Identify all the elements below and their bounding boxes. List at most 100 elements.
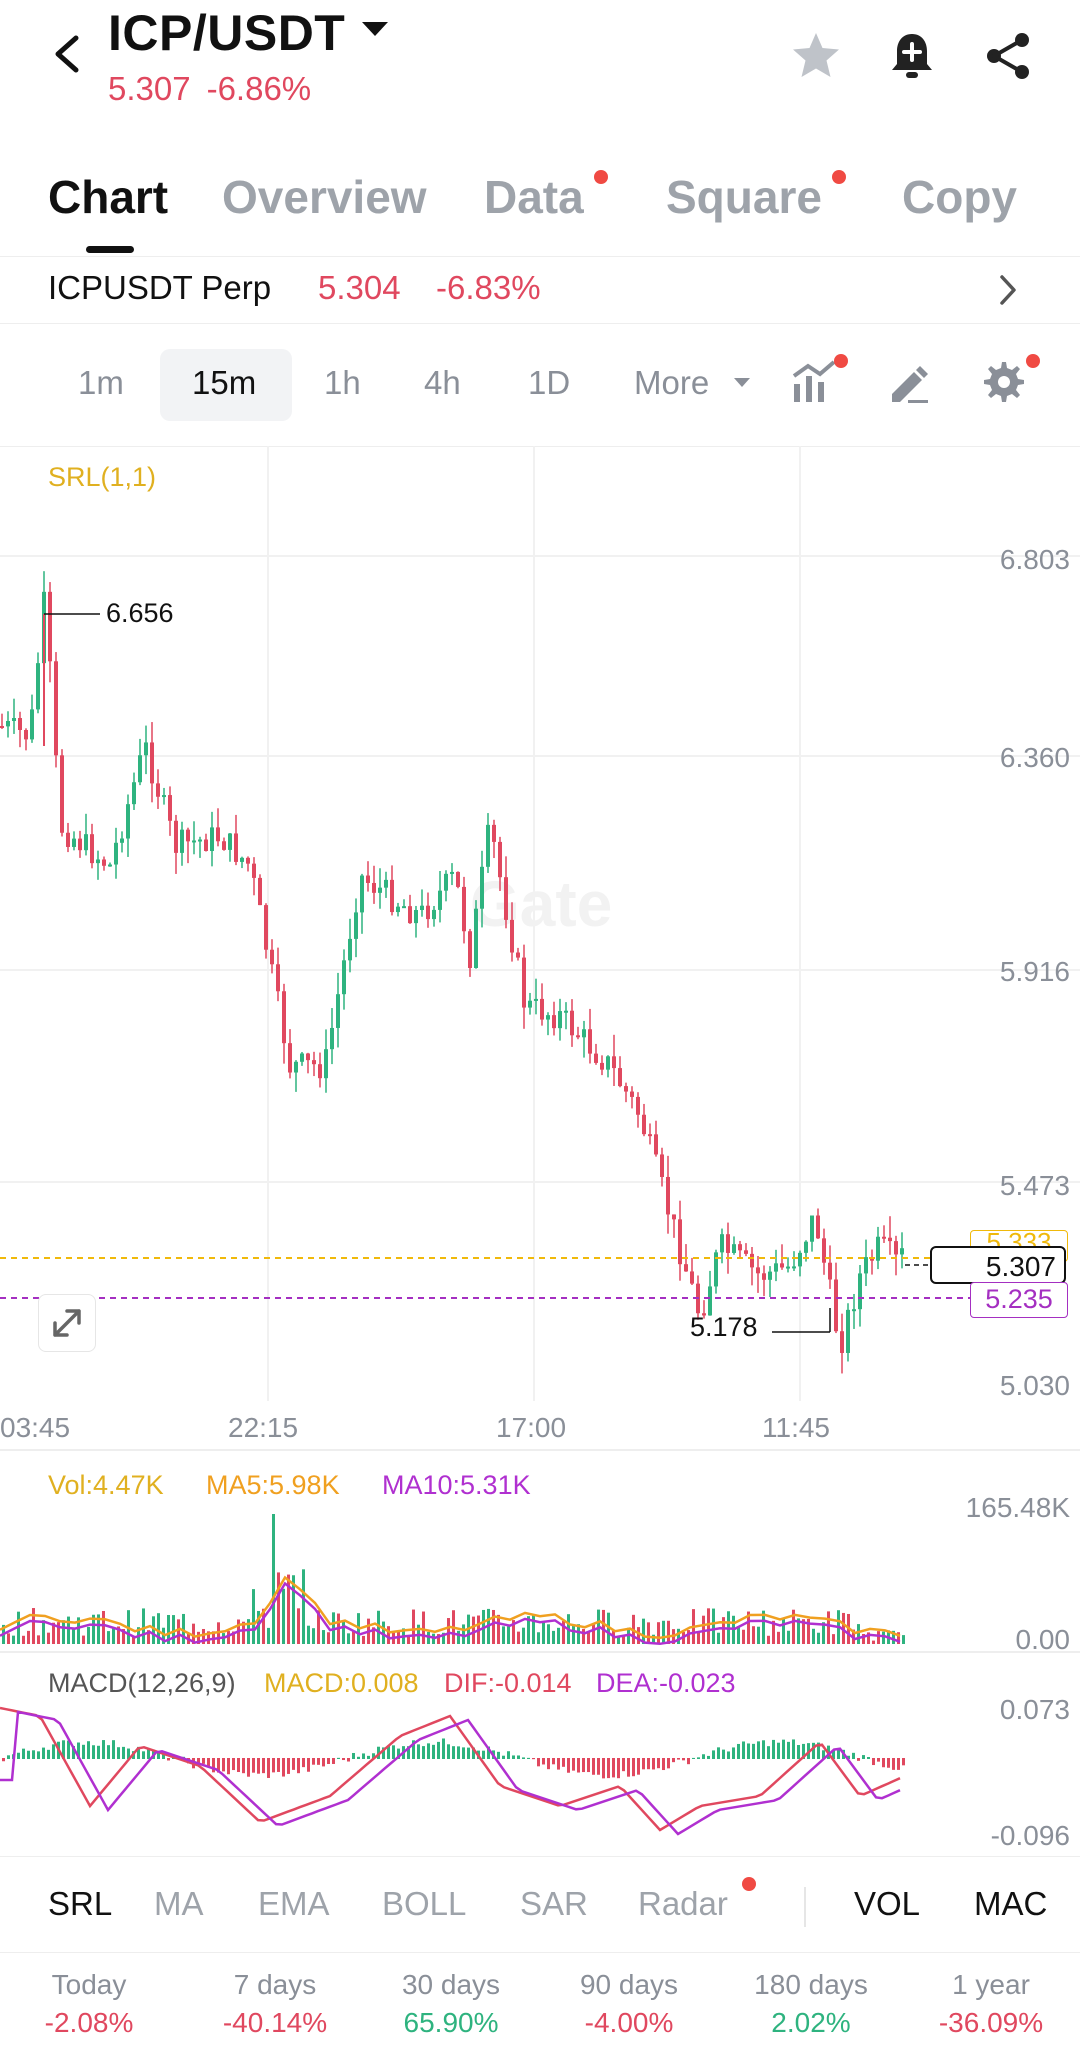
tab-data[interactable]: Data [484, 171, 584, 223]
candle-body [780, 1263, 784, 1268]
candle-body [750, 1253, 754, 1268]
candle-body [282, 991, 286, 1044]
macd-histogram-bar [542, 1758, 545, 1765]
macd-histogram-bar [7, 1755, 10, 1759]
timeframe-1d[interactable]: 1D [528, 364, 571, 401]
volume-bar [832, 1634, 835, 1644]
share-icon[interactable] [980, 28, 1036, 84]
timeframe-4h[interactable]: 4h [424, 364, 461, 401]
candle-body [288, 1043, 292, 1073]
macd-histogram-bar [427, 1743, 430, 1759]
macd-histogram-bar [242, 1758, 245, 1774]
favorite-star-icon[interactable] [788, 28, 844, 84]
indicator-sar[interactable]: SAR [520, 1885, 588, 1922]
candle-body [252, 863, 256, 878]
tab-overview[interactable]: Overview [222, 171, 427, 223]
candle-body [366, 875, 370, 883]
volume-bar [32, 1608, 35, 1644]
volume-bar [277, 1572, 280, 1644]
macd-histogram-bar [297, 1758, 300, 1774]
volume-bar [132, 1635, 135, 1644]
timeframe-1h[interactable]: 1h [324, 364, 361, 401]
tab-square[interactable]: Square [666, 171, 822, 223]
chart-canvas[interactable]: Gate [0, 446, 1080, 1856]
candle-body [486, 824, 490, 867]
macd-histogram-bar [287, 1758, 290, 1774]
candle-body [438, 890, 442, 910]
back-arrow-icon[interactable] [48, 30, 88, 78]
x-label-4: 11:45 [762, 1412, 830, 1443]
macd-histogram-bar [207, 1758, 210, 1767]
candle-body [450, 871, 454, 874]
volume-bar [562, 1620, 565, 1644]
macd-histogram-bar [417, 1744, 420, 1759]
macd-histogram-bar [2, 1758, 5, 1762]
candle-body [666, 1176, 670, 1215]
macd-histogram-bar [52, 1744, 55, 1759]
gate-watermark: Gate [470, 868, 612, 940]
indicator-ma[interactable]: MA [154, 1885, 204, 1922]
macd-histogram-bar [722, 1749, 725, 1759]
tab-copy[interactable]: Copy [902, 171, 1017, 223]
perp-row[interactable]: ICPUSDT Perp 5.304 -6.83% [0, 256, 1080, 324]
macd-histogram-bar [397, 1748, 400, 1759]
volume-bar [572, 1624, 575, 1644]
macd-histogram-bar [452, 1746, 455, 1759]
volume-bar [22, 1635, 25, 1644]
volume-bar [802, 1619, 805, 1644]
indicator-ema[interactable]: EMA [258, 1885, 330, 1922]
timeframe-15m[interactable]: 15m [192, 364, 257, 401]
macd-histogram-bar [857, 1758, 860, 1761]
high-price-label: 6.656 [106, 598, 174, 628]
candle-body [408, 906, 412, 924]
macd-histogram-bar [487, 1746, 490, 1759]
candle-body [672, 1214, 676, 1220]
candle-body [564, 1010, 568, 1013]
macd-histogram-bar [167, 1758, 170, 1761]
macd-dif-line [0, 1706, 901, 1832]
macd-histogram-bar [762, 1740, 765, 1759]
volume-bar [7, 1633, 10, 1644]
radar-notification-dot [742, 1877, 756, 1891]
macd-histogram-bar [282, 1758, 285, 1777]
timeframe-1m[interactable]: 1m [78, 364, 124, 401]
expand-fullscreen-icon[interactable] [38, 1294, 96, 1352]
candle-body [54, 661, 58, 756]
indicator-boll[interactable]: BOLL [382, 1885, 467, 1922]
chart-area[interactable]: Gate SRL(1,1) 6.803 6.360 5.916 5.473 5.… [0, 446, 1080, 1856]
chevron-right-icon[interactable] [996, 273, 1020, 312]
indicator-radar[interactable]: Radar [638, 1885, 728, 1922]
candle-body [864, 1257, 868, 1274]
candle-body [114, 842, 118, 865]
volume-bar [617, 1635, 620, 1644]
candle-body [102, 859, 106, 866]
indicator-srl[interactable]: SRL [48, 1885, 113, 1922]
tab-data-notification-dot [594, 170, 608, 184]
pair-title[interactable]: ICP/USDT [108, 5, 346, 61]
macd-histogram-bar [617, 1758, 620, 1779]
settings-gear-icon[interactable] [978, 358, 1026, 411]
candle-body [198, 839, 202, 842]
volume-bar [362, 1635, 365, 1644]
volume-bar [442, 1632, 445, 1644]
pair-dropdown-caret-icon[interactable] [362, 22, 388, 36]
macd-histogram-bar [862, 1755, 865, 1759]
draw-pencil-icon[interactable] [884, 358, 932, 411]
macd-histogram-bar [407, 1746, 410, 1759]
price-alert-bell-icon[interactable] [884, 28, 940, 84]
macd-histogram-bar [22, 1748, 25, 1759]
tab-chart[interactable]: Chart [48, 171, 169, 223]
indicator-vol[interactable]: VOL [854, 1885, 921, 1922]
volume-bar [342, 1621, 345, 1644]
macd-dea: DEA:-0.023 [596, 1668, 736, 1698]
volume-bar [352, 1631, 355, 1644]
volume-bar [322, 1630, 325, 1644]
macd-histogram-bar [262, 1758, 265, 1774]
indicator-macd[interactable]: MAC [974, 1885, 1048, 1922]
volume-bar [517, 1631, 520, 1644]
candle-body [396, 906, 400, 913]
timeframe-more[interactable]: More [634, 364, 710, 401]
macd-histogram-bar [657, 1758, 660, 1769]
indicators-icon[interactable] [790, 358, 838, 411]
macd-histogram-bar [277, 1758, 280, 1772]
